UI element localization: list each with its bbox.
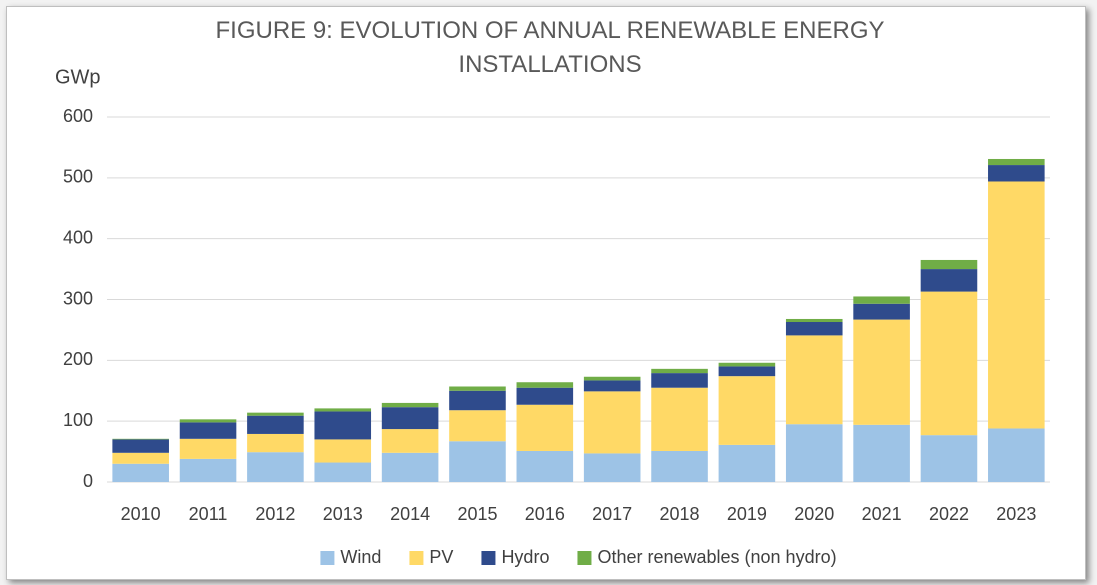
- bar-segment: [516, 382, 574, 388]
- bar-segment: [718, 366, 776, 377]
- bar-segment: [516, 404, 574, 451]
- x-tick-label: 2011: [189, 504, 228, 524]
- bar-segment: [112, 452, 169, 464]
- bar-segment: [853, 424, 910, 482]
- bar-segment: [247, 415, 304, 434]
- bar-segment: [314, 408, 372, 412]
- bar-segment: [785, 318, 843, 323]
- y-tick-label: 300: [63, 288, 93, 308]
- bar-segment: [583, 391, 641, 454]
- bar-segment: [920, 291, 978, 436]
- bar-segment: [314, 462, 372, 482]
- legend-label: Other renewables (non hydro): [597, 547, 836, 567]
- bar-segment: [449, 441, 506, 482]
- bar-segment: [247, 452, 304, 482]
- y-axis-label: GWp: [55, 66, 101, 88]
- legend-label: Wind: [340, 547, 381, 567]
- bar-segment: [651, 387, 708, 451]
- bar-segment: [718, 362, 776, 367]
- x-tick-label: 2012: [255, 504, 295, 524]
- bar-segment: [785, 322, 843, 336]
- bar-segment: [516, 387, 574, 405]
- x-tick-label: 2014: [390, 504, 430, 524]
- bar-segment: [179, 422, 237, 439]
- bar-segment: [920, 259, 978, 270]
- bar-segment: [853, 303, 910, 320]
- bar-segment: [920, 435, 978, 482]
- y-tick-label: 400: [63, 227, 93, 247]
- legend-swatch: [577, 551, 592, 565]
- chart-frame: [6, 6, 1086, 580]
- y-tick-label: 600: [63, 106, 93, 126]
- bar-segment: [449, 410, 506, 442]
- bar-segment: [179, 438, 237, 459]
- bar-segment: [179, 419, 237, 423]
- bar-segment: [381, 452, 439, 482]
- bar-segment: [247, 412, 304, 416]
- bar-segment: [651, 373, 708, 388]
- x-tick-label: 2020: [794, 504, 834, 524]
- bar-segment: [988, 165, 1045, 182]
- bar-segment: [179, 458, 237, 482]
- y-tick-label: 100: [63, 410, 93, 430]
- bar-segment: [381, 407, 439, 430]
- x-tick-label: 2010: [121, 504, 161, 524]
- bar-segment: [853, 296, 910, 304]
- x-tick-label: 2019: [727, 504, 767, 524]
- bar-segment: [449, 390, 506, 411]
- y-tick-label: 0: [83, 471, 93, 491]
- bar-segment: [785, 424, 843, 482]
- bar-segment: [651, 368, 708, 374]
- x-tick-label: 2018: [660, 504, 700, 524]
- legend-swatch: [409, 551, 424, 565]
- x-tick-label: 2016: [525, 504, 565, 524]
- bar-segment: [988, 158, 1045, 166]
- x-tick-label: 2022: [929, 504, 969, 524]
- legend-swatch: [320, 551, 335, 565]
- bar-segment: [988, 181, 1045, 429]
- bar-segment: [583, 380, 641, 392]
- bar-segment: [651, 450, 708, 482]
- x-tick-label: 2017: [592, 504, 632, 524]
- x-tick-label: 2013: [323, 504, 363, 524]
- legend-swatch: [481, 551, 496, 565]
- legend-label: PV: [429, 547, 453, 567]
- bar-segment: [718, 376, 776, 445]
- bar-segment: [112, 438, 169, 440]
- y-tick-label: 500: [63, 167, 93, 187]
- bar-segment: [785, 335, 843, 425]
- bar-segment: [583, 376, 641, 381]
- bar-segment: [314, 439, 372, 463]
- bar-segment: [247, 433, 304, 453]
- x-tick-label: 2015: [457, 504, 497, 524]
- chart-title: FIGURE 9: EVOLUTION OF ANNUAL RENEWABLE …: [215, 17, 885, 78]
- bar-segment: [920, 269, 978, 292]
- bar-segment: [381, 402, 439, 408]
- bar-segment: [112, 463, 169, 482]
- bar-segment: [112, 439, 169, 453]
- legend-label: Hydro: [501, 547, 549, 567]
- x-tick-label: 2023: [996, 504, 1036, 524]
- bar-segment: [381, 429, 439, 453]
- bar-segment: [516, 450, 574, 482]
- bar-segment: [449, 386, 506, 391]
- bar-segment: [988, 428, 1045, 482]
- y-tick-label: 200: [63, 349, 93, 369]
- x-tick-label: 2021: [862, 504, 902, 524]
- bar-segment: [718, 444, 776, 482]
- bar-segment: [583, 453, 641, 482]
- bar-segment: [853, 319, 910, 425]
- bar-segment: [314, 411, 372, 440]
